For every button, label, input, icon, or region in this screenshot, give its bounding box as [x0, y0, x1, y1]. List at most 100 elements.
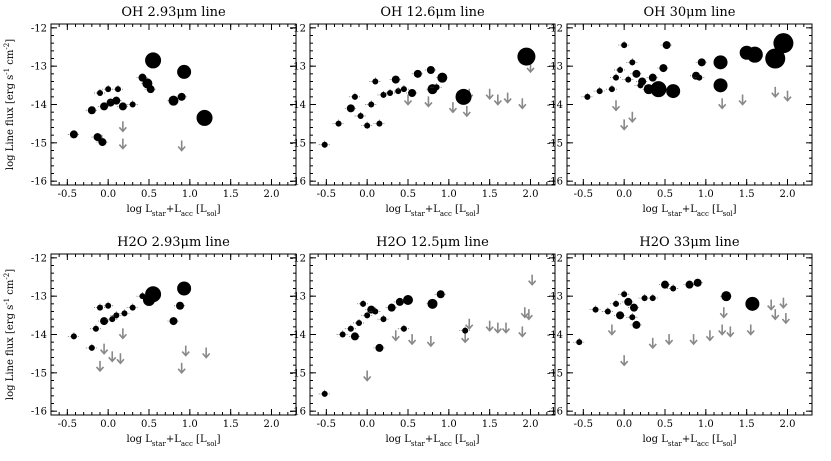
plot-area — [67, 281, 211, 375]
detection-point — [106, 315, 119, 324]
upper-limit-arrow — [448, 102, 458, 114]
detection-point — [610, 299, 622, 308]
y-tick-label: -15 — [31, 368, 47, 379]
upper-limit-arrow — [485, 320, 494, 332]
x-tick-label: -0.5 — [58, 419, 77, 430]
x-tick-label: 2.0 — [780, 419, 796, 430]
plot-area — [67, 52, 213, 152]
x-axis-label: log Lstar+Lacc [Lsol] — [126, 204, 220, 218]
x-tick-label: 1.0 — [698, 419, 714, 430]
detection-point — [67, 130, 80, 139]
x-tick-label: 1.5 — [223, 189, 239, 200]
x-axis-label: log Lstar+Lacc [Lsol] — [642, 434, 736, 448]
detection-point — [430, 83, 443, 92]
x-tick-label: 0.5 — [657, 189, 673, 200]
x-tick-label: -0.5 — [317, 419, 336, 430]
detection-point — [369, 307, 382, 316]
detection-point — [426, 298, 439, 309]
detection-point — [411, 69, 424, 78]
detection-point — [650, 81, 667, 98]
detection-point — [85, 106, 98, 115]
x-tick-label: 1.5 — [482, 189, 498, 200]
detection-point — [175, 92, 188, 101]
x-tick-label: 1.5 — [739, 189, 755, 200]
upper-limit-arrow — [485, 88, 494, 100]
y-tick-label: -15 — [31, 138, 47, 149]
upper-limit-arrow — [726, 326, 735, 338]
detection-point — [593, 87, 606, 96]
upper-limit-arrow — [771, 309, 780, 321]
upper-limit-arrow — [118, 138, 127, 150]
y-tick-label: -14 — [290, 100, 306, 111]
detection-point — [67, 332, 80, 341]
detection-point — [720, 291, 733, 302]
detection-point — [601, 307, 614, 316]
detection-point — [436, 72, 449, 83]
detection-point — [89, 324, 102, 333]
upper-limit-arrow — [771, 86, 780, 99]
upper-limit-arrow — [611, 100, 621, 112]
detection-point — [94, 89, 106, 97]
detection-point — [111, 85, 124, 94]
upper-limit-arrow — [648, 337, 657, 350]
upper-limit-arrow — [403, 94, 413, 106]
y-tick-label: -12 — [31, 253, 47, 264]
detection-point — [336, 330, 349, 339]
detection-point — [91, 133, 104, 142]
panel-2: -0.5 0.0 0.5 1.0 1.5 2.0 -16 -15 -14 -13 -12 OH 12.… — [290, 5, 556, 218]
upper-limit-arrow — [462, 106, 471, 118]
y-tick-label: -12 — [547, 253, 563, 264]
upper-limit-arrow — [719, 307, 728, 319]
x-tick-label: 0.5 — [141, 419, 157, 430]
upper-limit-arrow — [108, 351, 117, 363]
y-tick-label: -13 — [290, 62, 306, 73]
upper-limit-arrow — [781, 313, 790, 325]
upper-limit-arrow — [779, 297, 788, 309]
detection-point — [627, 303, 640, 312]
x-tick-label: 1.0 — [182, 419, 198, 430]
detection-point — [377, 90, 390, 99]
x-tick-label: 2.0 — [523, 419, 539, 430]
upper-limit-arrow — [767, 299, 776, 311]
upper-limit-arrow — [620, 119, 629, 131]
upper-limit-arrow — [607, 324, 617, 336]
detection-point — [126, 303, 139, 312]
detection-point — [765, 48, 786, 69]
y-tick-label: -13 — [31, 292, 47, 303]
y-tick-label: -14 — [290, 330, 306, 341]
x-tick-label: -0.5 — [58, 189, 77, 200]
detection-point — [332, 119, 345, 128]
panel-1: -0.5 0.0 0.5 1.0 1.5 2.0 -16 -15 -14 -13 -12 OH 2.9… — [3, 5, 297, 218]
detection-point — [667, 284, 680, 293]
detection-point — [622, 75, 635, 84]
detection-point — [344, 104, 357, 113]
upper-limit-arrow — [391, 330, 400, 342]
detection-point — [318, 140, 331, 149]
y-tick-label: -15 — [547, 138, 563, 149]
upper-limit-arrow — [118, 121, 127, 133]
detection-point — [110, 311, 123, 320]
panel-title: H2O 33μm line — [639, 235, 740, 250]
upper-limit-arrow — [99, 343, 109, 355]
x-tick-label: 2.0 — [523, 189, 539, 200]
detection-point — [695, 58, 708, 67]
y-tick-label: -13 — [547, 292, 563, 303]
x-axis-label: log Lstar+Lacc [Lsol] — [385, 204, 479, 218]
detection-point — [361, 121, 374, 130]
panel-title: OH 30μm line — [644, 5, 736, 20]
x-tick-label: 0.0 — [100, 189, 116, 200]
detection-point — [614, 311, 627, 320]
upper-limit-arrow — [524, 309, 533, 321]
detection-point — [614, 66, 627, 74]
detection-point — [145, 286, 162, 303]
upper-limit-arrow — [520, 307, 529, 319]
x-tick-label: 1.0 — [698, 189, 714, 200]
y-axis-label: log Line flux [erg s-1 cm-2] — [3, 39, 16, 170]
detection-point — [348, 332, 361, 341]
upper-limit-arrow — [689, 334, 698, 346]
upper-limit-arrow — [528, 274, 537, 286]
y-tick-label: -16 — [290, 407, 306, 418]
plot-area — [318, 47, 536, 149]
detection-point — [455, 88, 472, 105]
x-axis-label: log Lstar+Lacc [Lsol] — [642, 204, 736, 218]
